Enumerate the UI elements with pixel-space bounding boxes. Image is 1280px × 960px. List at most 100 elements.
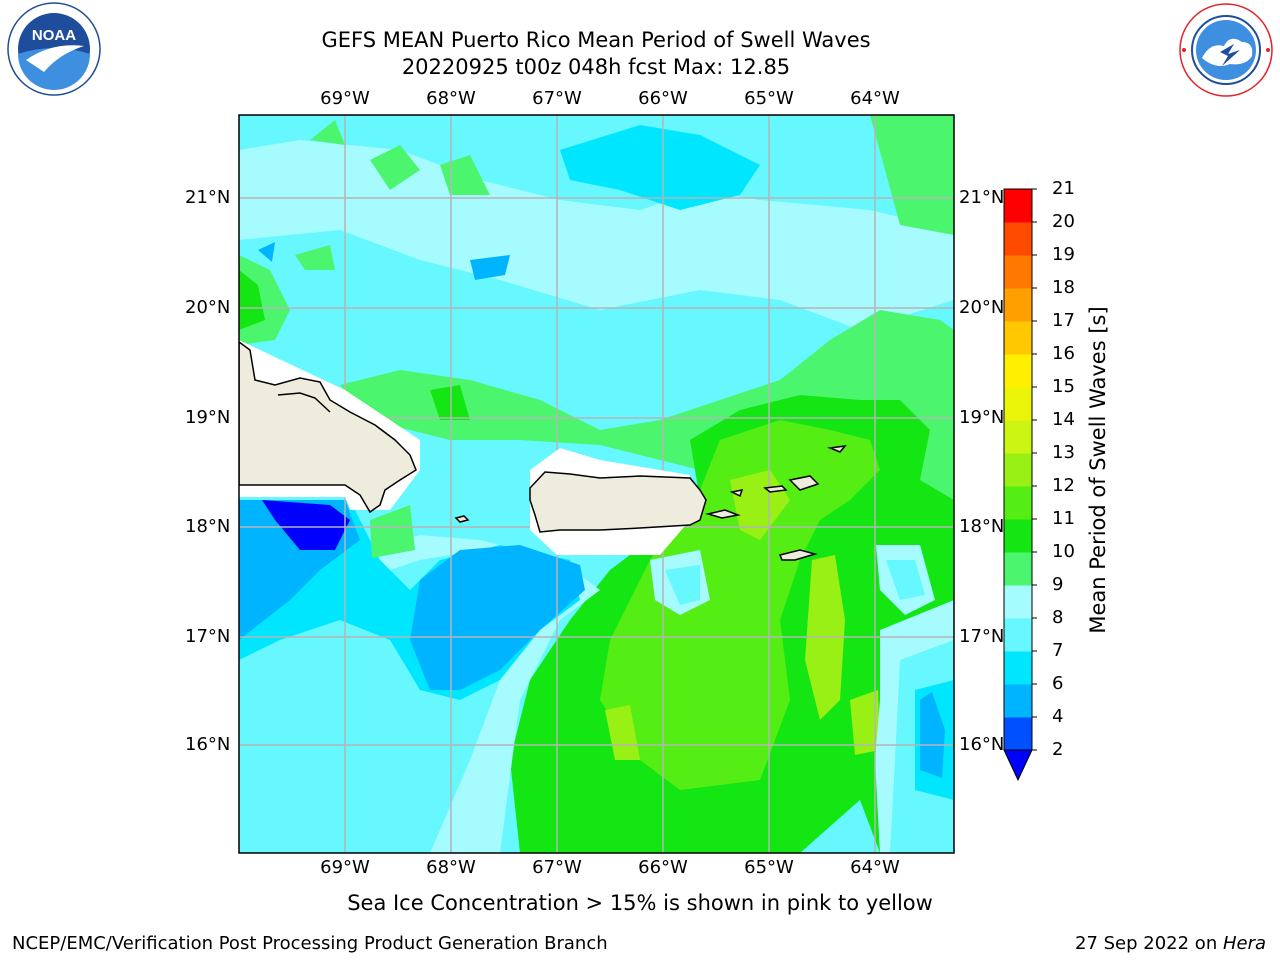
swell-contour-east-6-7b: [665, 565, 700, 605]
colorbar-tick-label: 15: [1052, 376, 1075, 397]
colorbar-swatch: [1004, 684, 1032, 718]
lat-label-right: 20°N: [959, 297, 1005, 318]
lon-label-bottom: 66°W: [638, 857, 688, 878]
lon-label-top: 69°W: [320, 88, 370, 109]
colorbar-tick-label: 19: [1052, 244, 1075, 265]
nws-logo: [1179, 3, 1273, 97]
colorbar-swatch: [1004, 222, 1032, 256]
colorbar-swatch: [1004, 486, 1032, 520]
swell-contour-east-11-12: [600, 420, 880, 790]
colorbar-swatch: [1004, 552, 1032, 586]
colorbar-tick-label: 8: [1052, 607, 1064, 628]
lon-label-top: 67°W: [532, 88, 582, 109]
lat-label-right: 17°N: [959, 626, 1005, 647]
colorbar-tick-label: 20: [1052, 211, 1075, 232]
colorbar-swatch: [1004, 288, 1032, 322]
colorbar-swatch: [1004, 717, 1032, 751]
virgin-islands-1: [763, 485, 788, 493]
lat-label-right: 19°N: [959, 407, 1005, 428]
culebra: [729, 489, 744, 498]
swell-contour-north-9-10c: [440, 155, 490, 195]
map-frame: [238, 114, 955, 854]
swell-contour-north-4-6: [560, 125, 760, 210]
lat-label-left: 17°N: [185, 626, 231, 647]
swell-contour-north-9-10e: [870, 115, 954, 235]
colorbar-swatch: [1004, 321, 1032, 355]
swell-contour-east-2-4: [920, 692, 945, 778]
colorbar-swatch: [1004, 585, 1032, 619]
lat-label-right: 21°N: [959, 187, 1005, 208]
swell-contour-east-12-13d: [850, 690, 880, 755]
colorbar-frame: [1003, 188, 1033, 751]
colorbar-tick-label: 10: [1052, 541, 1075, 562]
lon-label-top: 65°W: [744, 88, 794, 109]
lat-label-left: 19°N: [185, 407, 231, 428]
mona-island: [454, 515, 470, 523]
coastlines: [239, 341, 847, 561]
swell-contour-north-9-10a: [310, 120, 345, 145]
colorbar-tick-label: 11: [1052, 508, 1075, 529]
colorbar-tick-label: 7: [1052, 640, 1064, 661]
virgin-islands-2: [788, 475, 820, 491]
colorbar-tick-label: 13: [1052, 442, 1075, 463]
colorbar-tick-label: 21: [1052, 178, 1075, 199]
lat-label-right: 16°N: [959, 734, 1005, 755]
chart-subtitle: 20220925 t00z 048h fcst Max: 12.85: [401, 55, 791, 79]
lat-label-left: 21°N: [185, 187, 231, 208]
vieques: [705, 509, 741, 519]
colorbar-tick-label: 14: [1052, 409, 1075, 430]
colorbar-tick-label: 17: [1052, 310, 1075, 331]
swell-contour-south-under-2: [262, 500, 350, 550]
colorbar-swatch: [1004, 651, 1032, 685]
colorbar-tick-label: 18: [1052, 277, 1075, 298]
colorbar-tick-label: 16: [1052, 343, 1075, 364]
hispaniola: [239, 341, 417, 514]
colorbar-swatch: [1004, 354, 1032, 388]
puerto-rico: [529, 471, 707, 533]
sea-ice-note: Sea Ice Concentration > 15% is shown in …: [347, 891, 933, 915]
swell-contour-east-12-13c: [605, 705, 640, 760]
hispaniola-north-coast: [277, 392, 331, 413]
colorbar-swatch: [1004, 618, 1032, 652]
swell-contour-west-10-11: [239, 270, 265, 330]
swell-contour-central-10-11a: [430, 385, 470, 420]
lon-label-bottom: 67°W: [532, 857, 582, 878]
swell-contour-north-9-10b: [370, 145, 420, 190]
lon-label-top: 64°W: [850, 88, 900, 109]
noaa-logo-text: NOAA: [32, 27, 76, 44]
colorbar-swatch: [1004, 453, 1032, 487]
chart-title: GEFS MEAN Puerto Rico Mean Period of Swe…: [321, 28, 871, 52]
lon-label-bottom: 64°W: [850, 857, 900, 878]
swell-contour-south-9-10: [370, 505, 415, 558]
footer-credit: NCEP/EMC/Verification Post Processing Pr…: [12, 933, 608, 954]
colorbar-swatch: [1004, 189, 1032, 223]
lat-label-right: 18°N: [959, 516, 1005, 537]
colorbar-tick-label: 4: [1052, 706, 1064, 727]
colorbar-tick-label: 9: [1052, 574, 1064, 595]
colorbar-tick-label: 12: [1052, 475, 1075, 496]
lon-label-top: 68°W: [426, 88, 476, 109]
lat-label-left: 20°N: [185, 297, 231, 318]
swell-contour-north-2-4a: [470, 255, 510, 280]
swell-contour-north-9-10d: [295, 245, 335, 270]
colorbar-tick-label: 2: [1052, 739, 1064, 760]
lon-label-top: 66°W: [638, 88, 688, 109]
virgin-islands-3: [827, 445, 847, 453]
colorbar-under-arrow: [1003, 749, 1033, 782]
lon-label-bottom: 65°W: [744, 857, 794, 878]
colorbar-tick-label: 6: [1052, 673, 1064, 694]
colorbar-title: Mean Period of Swell Waves [s]: [1086, 306, 1110, 634]
colorbar-swatch: [1004, 420, 1032, 454]
colorbar-swatch: [1004, 519, 1032, 553]
lon-label-bottom: 69°W: [320, 857, 370, 878]
swell-contour-north-2-4b: [258, 242, 275, 262]
colorbar-swatch: [1004, 387, 1032, 421]
colorbar: [1003, 188, 1037, 782]
swell-contour-east-6-7a: [886, 560, 925, 600]
st-croix: [778, 549, 818, 561]
colorbar-swatch: [1004, 255, 1032, 289]
swell-contour-south-2-4b: [410, 545, 585, 690]
footer-date: 27 Sep 2022 on Hera: [1075, 933, 1266, 954]
lat-label-left: 16°N: [185, 734, 231, 755]
